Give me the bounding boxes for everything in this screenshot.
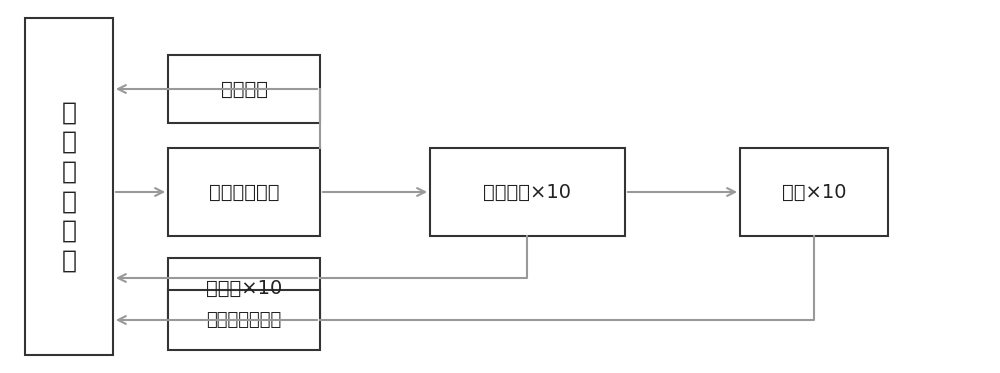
Bar (430, 148, 625, 236)
Bar (168, 258, 320, 318)
Text: 叶片电机驱动: 叶片电机驱动 (209, 182, 279, 201)
Text: 红外光电传感器: 红外光电传感器 (206, 311, 282, 329)
Text: 编码器×10: 编码器×10 (206, 279, 282, 298)
Bar (168, 290, 320, 350)
Bar (168, 148, 320, 236)
Bar (740, 148, 888, 236)
Text: 叶片×10: 叶片×10 (782, 182, 846, 201)
Text: 叶片电机×10: 叶片电机×10 (484, 182, 572, 201)
Bar (25, 18, 113, 355)
Text: 叶
片
控
制
单
元: 叶 片 控 制 单 元 (62, 100, 76, 273)
Bar (168, 55, 320, 123)
Text: 电流检测: 电流检测 (220, 79, 268, 98)
